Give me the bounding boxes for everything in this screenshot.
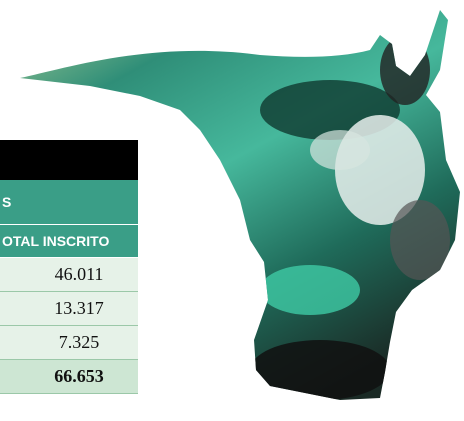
header-cell: S <box>0 180 138 225</box>
header-cell: OTAL INSCRITO <box>0 225 138 258</box>
table: S OTAL INSCRITO 46.011 13.317 7.325 66.6… <box>0 140 138 394</box>
value-cell: 13.317 <box>0 292 138 326</box>
value-cell: 7.325 <box>0 326 138 360</box>
value-cell: 46.011 <box>0 258 138 292</box>
total-cell: 66.653 <box>0 360 138 394</box>
page: S OTAL INSCRITO 46.011 13.317 7.325 66.6… <box>0 0 464 421</box>
table-header-bar <box>0 140 138 180</box>
